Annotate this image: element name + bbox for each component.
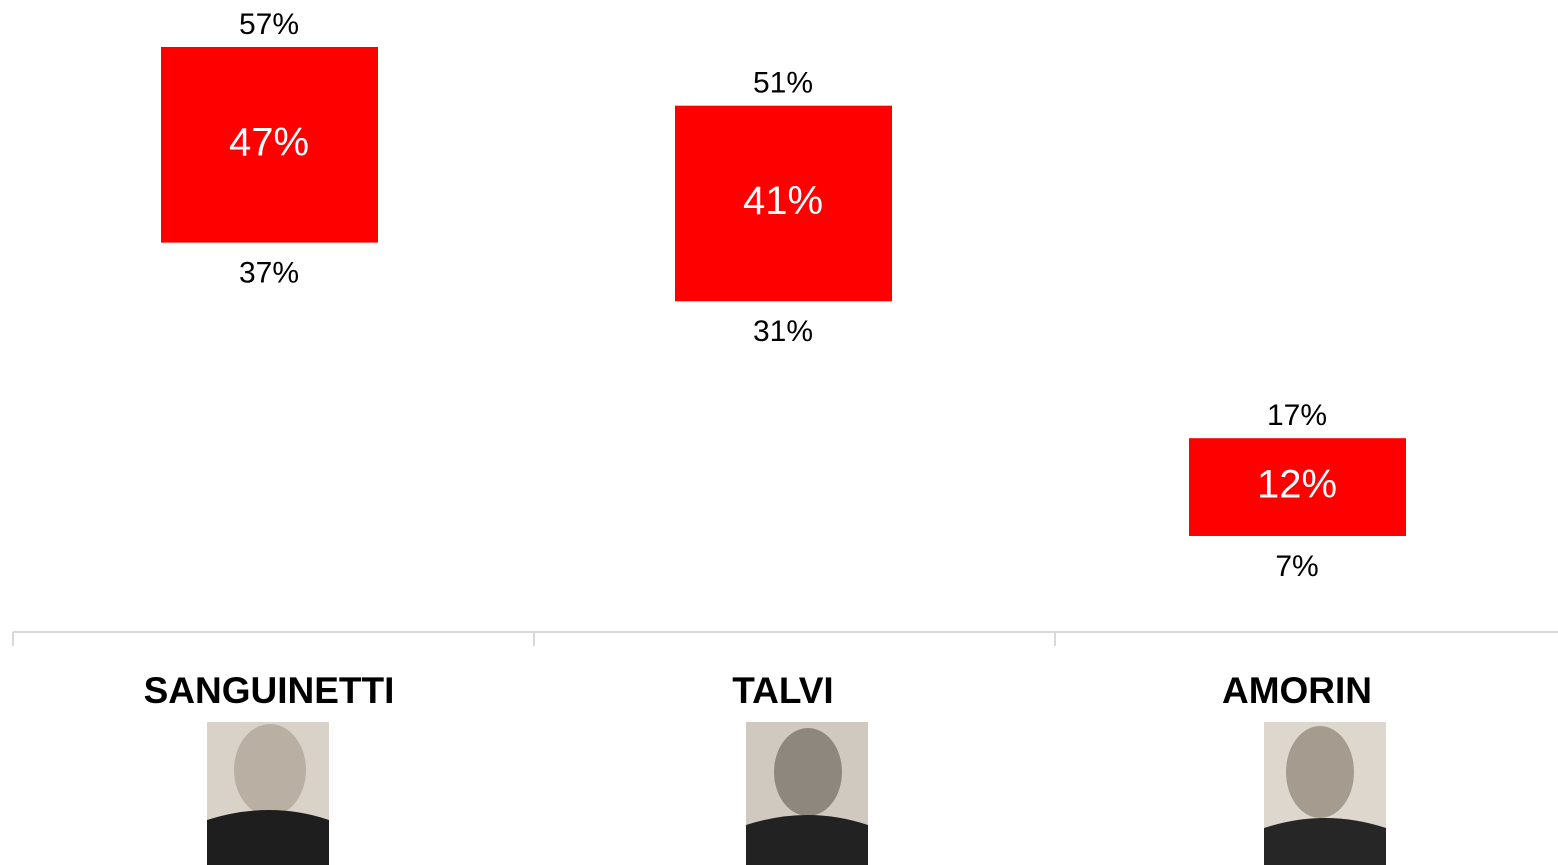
range-box [675,105,892,302]
portrait [207,722,329,865]
portrait [1264,722,1386,865]
low-label: 37% [239,257,299,290]
high-label: 51% [753,67,813,100]
estimate-label: 41% [743,179,823,223]
portrait [746,722,868,865]
high-label: 17% [1267,399,1327,432]
estimate-label: 12% [1257,463,1337,507]
range-box [161,47,378,243]
low-label: 7% [1275,550,1318,583]
estimate-label: 47% [229,120,309,164]
high-label: 57% [239,8,299,41]
range-box [1189,438,1406,536]
category-label: TALVI [732,670,833,711]
category-label: AMORIN [1222,670,1372,711]
low-label: 31% [753,315,813,348]
category-label: SANGUINETTI [144,670,395,711]
